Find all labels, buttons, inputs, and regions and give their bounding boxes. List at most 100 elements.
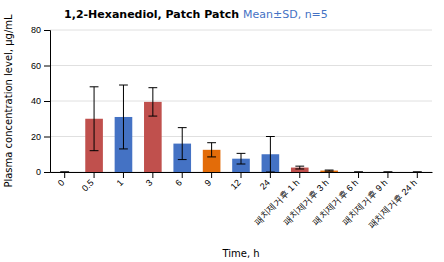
error-bar-stem (241, 153, 242, 164)
error-bar-stem (94, 87, 95, 151)
y-tick-mark (44, 66, 50, 67)
x-tick-label: 0.5 (80, 178, 96, 194)
error-bar (207, 143, 216, 157)
error-bar-cap (90, 150, 99, 151)
x-tick-mark (152, 172, 153, 178)
y-tick-mark (44, 172, 50, 173)
error-bar-cap (325, 171, 334, 172)
error-bar-cap (354, 172, 363, 173)
grid-line (50, 136, 432, 137)
error-bar (178, 128, 187, 160)
error-bar (325, 170, 334, 171)
y-tick: 80 (31, 25, 50, 35)
y-tick-label: 80 (31, 25, 41, 35)
x-tick: 0 (56, 172, 67, 188)
x-axis-title: Time, h (221, 248, 259, 259)
error-bar (266, 137, 275, 173)
error-bar-cap (148, 87, 157, 88)
subtitle: Mean±SD, n=5 (243, 8, 328, 21)
error-bar-stem (123, 85, 124, 149)
grid (50, 30, 432, 172)
bar (56, 172, 74, 173)
x-tick-label: 6 (173, 178, 184, 189)
error-bar-cap (295, 168, 304, 169)
x-tick-mark (299, 172, 300, 178)
x-tick-label: 9 (203, 178, 214, 189)
grid-line (50, 65, 432, 66)
x-tick: 12 (228, 172, 242, 192)
x-tick-label: 1 (114, 178, 125, 189)
x-tick-label: 24 (258, 178, 272, 192)
marks (60, 85, 421, 172)
plot: 02040608000.513691224패치제거후 1 h패치제거후 3 h패… (31, 25, 433, 230)
error-bar-cap (237, 164, 246, 165)
x-tick-mark (329, 172, 330, 178)
error-bar-cap (119, 85, 128, 86)
error-bar-stem (182, 128, 183, 160)
error-bar (413, 172, 422, 173)
y-tick-label: 20 (31, 132, 41, 142)
x-tick-label: 0 (56, 178, 67, 189)
x-tick-label: 패치제거후 24 h (366, 178, 419, 231)
y-axis-line (44, 31, 51, 173)
error-bar-cap (60, 172, 69, 173)
x-tick-mark (64, 172, 65, 178)
error-bar (148, 88, 157, 116)
x-tick: 6 (173, 172, 184, 188)
error-bar (90, 87, 99, 151)
x-tick: 9 (203, 172, 214, 188)
error-bar-cap (354, 172, 363, 173)
y-tick: 40 (31, 96, 50, 106)
error-bar (295, 166, 304, 169)
bar (350, 172, 368, 173)
chart: 02040608000.513691224패치제거후 1 h패치제거후 3 h패… (0, 0, 444, 262)
grid-line (50, 30, 432, 31)
error-bar (354, 172, 363, 173)
y-tick: 60 (31, 61, 50, 71)
x-tick-mark (241, 172, 242, 178)
x-tick-mark (387, 172, 388, 178)
x-tick-mark (123, 172, 124, 178)
y-tick-mark (44, 30, 50, 31)
y-axis-title: Plasma concentration level, μg/mL (3, 14, 14, 188)
bar (320, 171, 338, 172)
error-bar-cap (295, 166, 304, 167)
error-bar-cap (178, 159, 187, 160)
error-bar-stem (152, 88, 153, 116)
x-tick-label: 12 (228, 178, 242, 192)
error-bar (60, 172, 69, 173)
x-tick-mark (94, 172, 95, 178)
error-bar-cap (237, 153, 246, 154)
y-tick-label: 60 (31, 61, 41, 71)
error-bar-cap (413, 172, 422, 173)
bar (408, 172, 426, 173)
title: 1,2-Hexanediol, Patch Patch (64, 8, 239, 21)
error-bar-cap (207, 142, 216, 143)
x-tick: 3 (144, 172, 155, 188)
x-tick: 1 (114, 172, 125, 188)
error-bar-cap (266, 172, 275, 173)
y-tick-mark (44, 137, 50, 138)
error-bar (237, 153, 246, 164)
error-bar-cap (178, 127, 187, 128)
error-bar (119, 85, 128, 149)
y-axis: 0 20 40 60 80 (31, 25, 51, 177)
error-bar (384, 172, 393, 173)
y-tick-label: 0 (36, 167, 41, 177)
x-tick-label: 3 (144, 178, 155, 189)
error-bar-cap (325, 170, 334, 171)
x-tick-mark (417, 172, 418, 178)
error-bar-stem (211, 143, 212, 157)
error-bar-cap (90, 86, 99, 87)
error-bar-cap (384, 172, 393, 173)
error-bar-cap (148, 116, 157, 117)
grid-line (50, 101, 432, 102)
error-bar-cap (119, 148, 128, 149)
x-tick: 0.5 (80, 172, 96, 193)
bar (379, 172, 397, 173)
error-bar-cap (60, 172, 69, 173)
error-bar-cap (413, 172, 422, 173)
x-tick: 24 (258, 172, 272, 192)
error-bar-stem (270, 137, 271, 173)
y-tick: 0 (36, 167, 50, 177)
